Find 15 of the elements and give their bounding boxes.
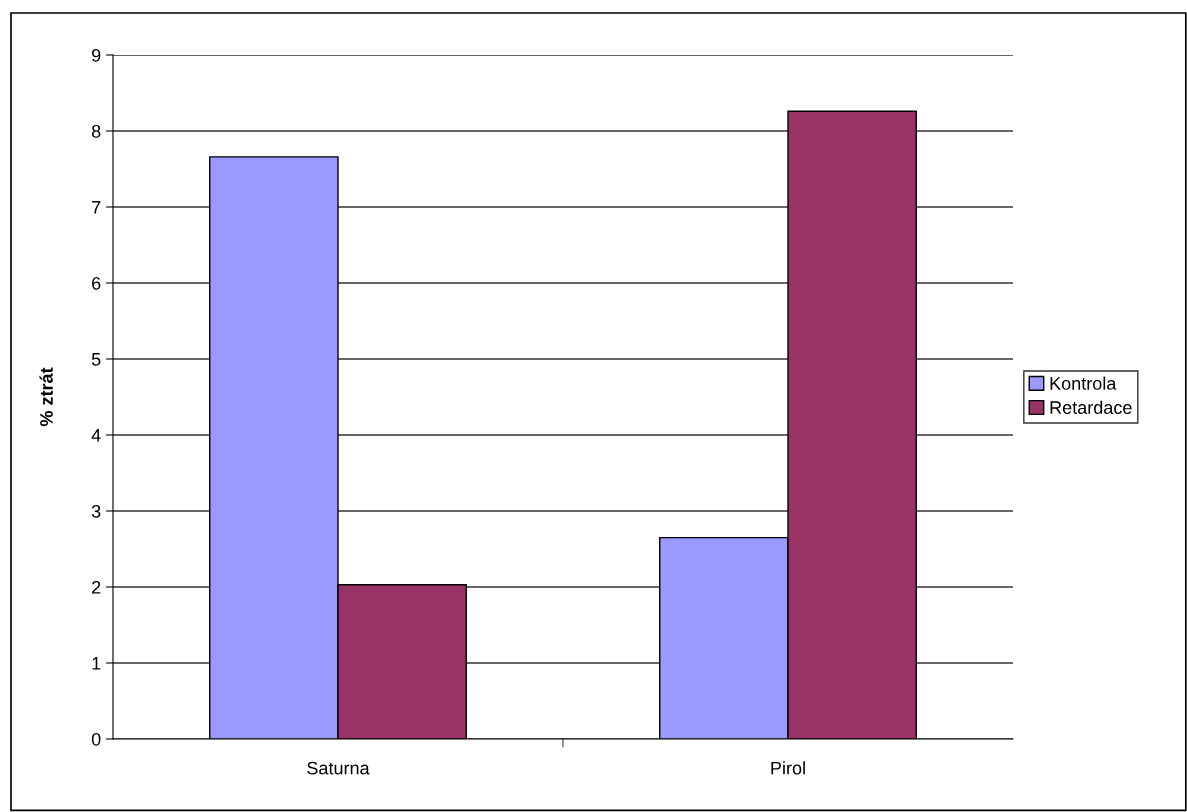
- y-tick-label: 1: [92, 657, 101, 670]
- y-tick-label: 7: [92, 201, 101, 214]
- y-tick-label: 5: [91, 353, 101, 366]
- y-tick-label: 0: [91, 732, 101, 746]
- legend-label: Kontrola: [1050, 376, 1117, 390]
- y-axis-title: % ztrát: [39, 367, 53, 427]
- y-tick-label: 4: [91, 429, 101, 442]
- y-tick-label: 8: [91, 124, 101, 138]
- y-tick-label: 3: [91, 504, 101, 518]
- legend-label: Retardace: [1050, 400, 1132, 414]
- y-tick-label: 6: [92, 276, 101, 290]
- y-tick-label: 2: [92, 580, 101, 594]
- x-tick-label: Saturna: [307, 761, 370, 775]
- y-tick-label: 9: [92, 48, 101, 62]
- x-tick-label: Pirol: [771, 761, 805, 775]
